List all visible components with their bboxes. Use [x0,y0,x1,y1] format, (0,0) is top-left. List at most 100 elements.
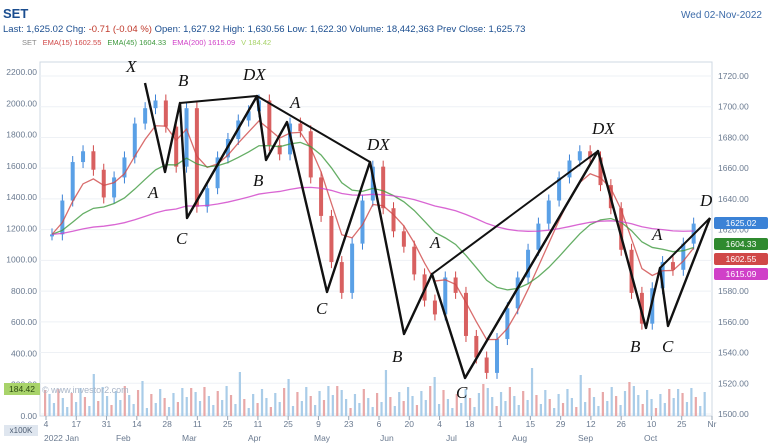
quote-label: Last: [3,24,27,35]
x-tick-label: 28 [162,419,172,429]
candle-body [557,177,562,201]
candle-body [443,277,448,315]
volume-bar [681,393,684,416]
volume-bar [185,397,188,416]
x-tick-label: 14 [132,419,142,429]
volume-bar [52,403,56,416]
volume-bar [499,392,503,416]
volume-bar [322,400,326,416]
volume-bar [402,401,405,416]
volume-bar [544,390,547,416]
x-tick-label: 25 [223,419,233,429]
pattern-line [179,95,258,104]
candle-body [381,166,386,209]
pattern-line [256,95,371,163]
candle-body [319,177,324,216]
x-month-label: 2022 Jan [44,433,79,443]
volume-bar [632,386,635,416]
volume-bar [336,386,339,416]
candle-body [515,277,520,309]
x-tick-label: 26 [616,419,626,429]
watermark: © www.investor2.com [42,385,129,395]
volume-bar [167,407,171,416]
quote-value: 1,625.02 [26,24,64,35]
right-tick-label: 1520.00 [718,378,749,388]
right-tick-label: 1560.00 [718,317,749,327]
x-month-label: Aug [512,433,527,443]
pattern-label: A [651,225,663,244]
pattern-label: C [316,299,328,318]
volume-bar [44,390,47,416]
pattern-line [464,150,599,379]
legend-entry: V 184.42 [241,38,272,47]
pattern-line [659,217,711,269]
candle-body [463,292,468,336]
left-tick-label: 600.00 [11,317,37,327]
candle-body [546,200,551,224]
volume-bar [198,401,202,416]
volume-bar [668,389,671,416]
plot-area [39,61,713,417]
candle-body [670,262,675,270]
date-label: Wed 02-Nov-2022 [681,10,762,21]
pattern-label: B [392,347,403,366]
volume-bar [229,395,233,416]
legend-entry: SET [22,38,37,47]
x-tick-label: 15 [526,419,536,429]
volume-bar [615,396,618,416]
pattern-label: C [662,337,674,356]
candle-body [101,169,106,198]
x-month-label: Oct [644,433,658,443]
volume-bar [194,392,197,416]
volume-bar [570,398,573,416]
volume-bar [406,387,410,416]
candle-body [50,234,54,237]
right-tick-label: 1680.00 [718,132,749,142]
volume-bar [703,392,706,416]
volume-bar [592,397,596,416]
volume-bar [327,386,330,416]
volume-badge-label: 184.42 [9,384,35,394]
volume-bar [460,403,463,416]
candle-body [246,111,251,121]
candle-body [484,357,489,373]
symbol-title: SET [3,6,29,21]
price-badge [714,238,768,250]
volume-bar [415,405,419,416]
volume-bar [389,397,392,416]
volume-bar [522,391,525,416]
candle-body [153,100,158,109]
volume-bar [393,406,396,416]
pattern-line [431,150,599,275]
indicator-legend: SET EMA(15) 1602.55 EMA(45) 1604.33 EMA(200… [22,38,277,47]
x-tick-label: 11 [253,419,262,429]
volume-bar [314,405,317,416]
volume-bar [491,397,494,416]
quote-value: 18,442,363 [386,24,435,35]
ema-line-EMA(45) [51,141,694,291]
x-tick-label: 23 [344,419,354,429]
price-badge-label: 1615.09 [726,269,757,279]
candle-body [681,243,686,270]
candle-body [598,157,603,186]
price-badge [714,217,768,229]
volume-bar [646,390,649,416]
volume-bar [358,403,361,416]
left-tick-label: 800.00 [11,286,37,296]
quote-label: Open: [151,24,184,35]
legend-entry: EMA(45) 1604.33 [107,38,167,47]
price-badge [714,268,768,280]
volume-bar [92,374,95,416]
candle-body [132,123,137,158]
volume-bar [274,393,277,416]
volume-bar [105,396,109,416]
quote-line: Last: 1,625.02 Chg: -0.71 (-0.04 %) Open… [3,24,525,35]
quote-value: 1,622.30 [309,24,347,35]
pattern-label: C [456,383,468,402]
volume-bar [451,408,454,416]
pattern-label: DX [591,119,615,138]
x-tick-label: 25 [283,419,293,429]
volume-bar [234,404,237,416]
candle-body [370,166,375,201]
volume-bar [384,370,388,416]
